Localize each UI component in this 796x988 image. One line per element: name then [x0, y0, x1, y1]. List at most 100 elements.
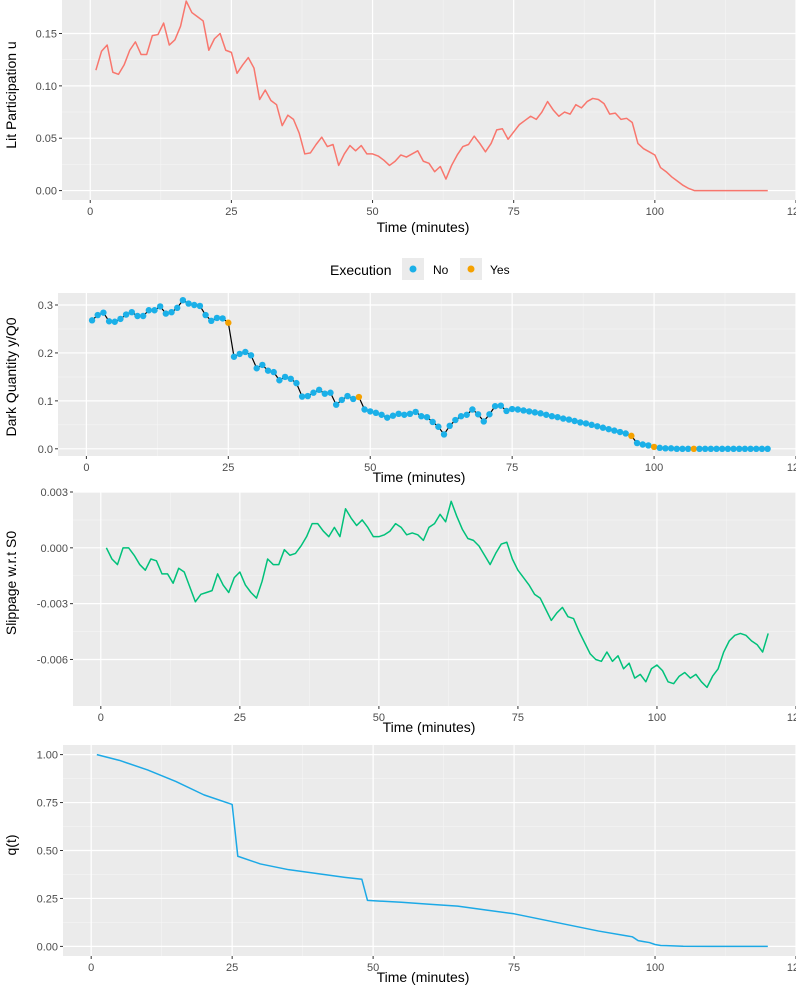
slippage-xtick-label: 25	[234, 712, 246, 724]
dark-point-no	[247, 352, 255, 359]
dark-xtick-label: 0	[83, 462, 89, 474]
dark-point-no	[684, 445, 692, 453]
dark-point-no	[571, 417, 578, 425]
dark-point-no	[525, 408, 533, 415]
dark-point-no	[367, 408, 374, 415]
dark-point-no	[440, 431, 448, 438]
dark-point-no	[321, 390, 329, 397]
dark-ytick-label: 0.1	[38, 396, 53, 408]
dark-point-no	[724, 445, 732, 453]
q-xtick-label: 25	[226, 962, 238, 974]
legend-label-yes: Yes	[490, 263, 510, 277]
dark-point-no	[122, 311, 130, 318]
dark-panel-background	[58, 293, 796, 456]
slippage-ylabel: Slippage w.r.t S0	[3, 531, 19, 636]
dark-point-yes	[628, 432, 635, 440]
dark-point-no	[332, 401, 340, 408]
dark-point-no	[185, 300, 192, 307]
dark-xlabel: Time (minutes)	[373, 469, 466, 485]
slippage-ytick-label: 0.003	[40, 487, 68, 499]
dark-point-no	[491, 402, 499, 410]
lit-xtick-label: 100	[646, 206, 664, 218]
slippage-xtick-label: 125	[787, 712, 796, 724]
dark-point-no	[293, 379, 300, 387]
dark-point-no	[508, 405, 516, 413]
dark-point-no	[117, 315, 124, 323]
dark-plot-panel: 0 25 50 75 100 125 0.0 0.1 0.2 0.3	[38, 293, 796, 474]
dark-point-no	[633, 439, 641, 447]
dark-xtick-label: 50	[364, 462, 376, 474]
dark-point-no	[679, 445, 686, 453]
dark-point-no	[639, 441, 646, 448]
lit-participation-chart: 0 25 50 75 100 125 0.00 0.05 0.10 0.15 Lit Partic…	[3, 0, 796, 235]
dark-point-no	[446, 422, 453, 429]
dark-point-no	[599, 424, 607, 431]
dark-point-no	[520, 407, 527, 414]
dark-point-no	[503, 407, 510, 415]
dark-point-no	[565, 416, 573, 423]
dark-point-no	[344, 392, 351, 400]
q-xtick-label: 50	[367, 962, 379, 974]
dark-point-no	[469, 406, 476, 413]
dark-point-no	[327, 389, 334, 396]
slippage-ytick-label: -0.003	[37, 599, 68, 611]
dark-ytick-label: 0.2	[38, 348, 53, 360]
dark-point-no	[168, 308, 175, 316]
dark-point-no	[378, 411, 385, 418]
lit-xtick-label: 75	[508, 206, 520, 218]
dark-xtick-label: 25	[222, 462, 234, 474]
dark-point-no	[310, 389, 317, 396]
dark-point-no	[673, 445, 680, 453]
dark-point-no	[179, 296, 187, 304]
dark-point-no	[696, 445, 703, 453]
dark-point-no	[577, 419, 584, 426]
dark-point-no	[276, 377, 283, 384]
dark-point-no	[372, 409, 380, 417]
legend-label-no: No	[433, 263, 449, 277]
dark-quantity-chart: 0 25 50 75 100 125 0.0 0.1 0.2 0.3 Dark Quantity …	[3, 293, 796, 485]
lit-panel-background	[62, 0, 796, 200]
dark-point-no	[582, 420, 590, 427]
dark-point-no	[480, 418, 487, 425]
slippage-ytick-label: 0.000	[40, 543, 68, 555]
lit-ytick-label: 0.00	[36, 186, 57, 198]
dark-point-no	[202, 311, 209, 319]
slippage-plot-panel: 0 25 50 75 100 125 0.003 0.000 -0.003 -0.006	[37, 487, 796, 724]
slippage-ytick-label: -0.006	[37, 654, 68, 666]
dark-point-no	[315, 386, 323, 394]
dark-point-no	[611, 427, 618, 434]
dark-point-no	[230, 353, 238, 360]
dark-point-no	[514, 406, 522, 413]
dark-point-no	[304, 392, 311, 400]
q-plot-panel: 0 25 50 75 100 125 0.00 0.25 0.50 0.75 1.00	[37, 745, 796, 974]
slippage-xtick-label: 0	[98, 712, 104, 724]
dark-point-no	[474, 411, 482, 418]
dark-point-no	[554, 413, 561, 421]
slippage-xtick-label: 50	[373, 712, 385, 724]
q-series-line	[96, 753, 768, 948]
dark-point-no	[208, 317, 215, 325]
dark-point-no	[406, 410, 414, 418]
q-xtick-label: 0	[88, 962, 94, 974]
dark-point-no	[94, 311, 101, 319]
dark-ytick-label: 0.3	[38, 300, 53, 312]
dark-ytick-label: 0.0	[38, 444, 53, 456]
lit-xlabel: Time (minutes)	[377, 219, 470, 235]
dark-point-no	[418, 413, 425, 420]
dark-point-no	[139, 312, 147, 320]
dark-point-no	[701, 445, 709, 453]
dark-point-no	[588, 421, 595, 429]
dark-point-no	[412, 408, 419, 416]
lit-xtick-label: 50	[366, 206, 378, 218]
dark-point-no	[645, 442, 652, 449]
dark-point-no	[389, 412, 397, 419]
dark-point-no	[350, 395, 357, 403]
lit-xtick-label: 125	[787, 206, 796, 218]
dark-point-no	[361, 406, 368, 413]
dark-point-no	[105, 318, 113, 325]
dark-point-no	[537, 410, 544, 417]
dark-point-no	[213, 314, 221, 322]
dark-point-no	[287, 375, 294, 383]
q-ytick-label: 1.00	[37, 750, 58, 762]
dark-point-no	[667, 445, 675, 452]
